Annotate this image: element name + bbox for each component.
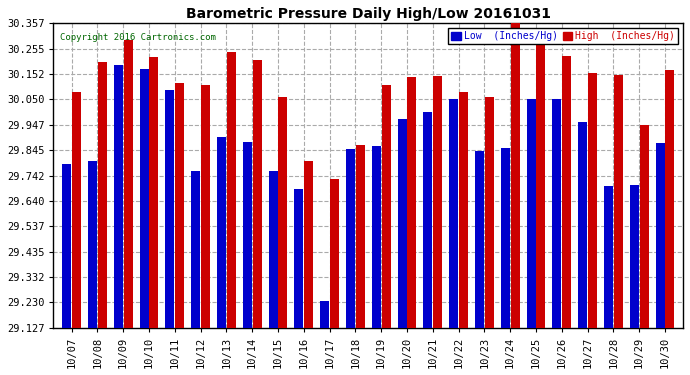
Bar (124, 40, 132, 328)
Bar (397, 119, 406, 328)
Bar (304, 161, 313, 328)
Legend: Low  (Inches/Hg), High  (Inches/Hg): Low (Inches/Hg), High (Inches/Hg) (448, 28, 678, 44)
Bar (553, 99, 562, 328)
Bar (191, 171, 200, 328)
Bar (382, 85, 391, 328)
Bar (630, 185, 639, 328)
Bar (166, 90, 175, 328)
Bar (372, 147, 381, 328)
Bar (562, 56, 571, 328)
Bar (536, 45, 545, 328)
Bar (114, 65, 123, 328)
Bar (139, 69, 148, 328)
Bar (175, 83, 184, 328)
Bar (578, 122, 587, 328)
Bar (201, 85, 210, 328)
Bar (449, 99, 458, 328)
Bar (485, 97, 494, 328)
Bar (407, 77, 416, 328)
Bar (217, 136, 226, 328)
Bar (227, 53, 236, 328)
Bar (243, 141, 252, 328)
Bar (614, 75, 623, 328)
Bar (604, 186, 613, 328)
Bar (330, 178, 339, 328)
Bar (253, 60, 262, 328)
Bar (98, 62, 107, 328)
Bar (278, 97, 287, 328)
Bar (656, 143, 664, 328)
Bar (72, 92, 81, 328)
Bar (268, 171, 277, 328)
Bar (433, 76, 442, 328)
Bar (511, 24, 520, 328)
Bar (475, 152, 484, 328)
Bar (88, 161, 97, 328)
Bar (62, 164, 71, 328)
Bar (526, 99, 535, 328)
Bar (295, 189, 304, 328)
Bar (665, 70, 674, 328)
Text: Copyright 2016 Cartronics.com: Copyright 2016 Cartronics.com (60, 33, 216, 42)
Bar (588, 74, 597, 328)
Title: Barometric Pressure Daily High/Low 20161031: Barometric Pressure Daily High/Low 20161… (186, 7, 551, 21)
Bar (346, 149, 355, 328)
Bar (501, 148, 510, 328)
Bar (356, 145, 365, 328)
Bar (320, 301, 329, 328)
Bar (149, 57, 159, 328)
Bar (424, 112, 433, 328)
Bar (640, 125, 649, 328)
Bar (459, 92, 468, 328)
